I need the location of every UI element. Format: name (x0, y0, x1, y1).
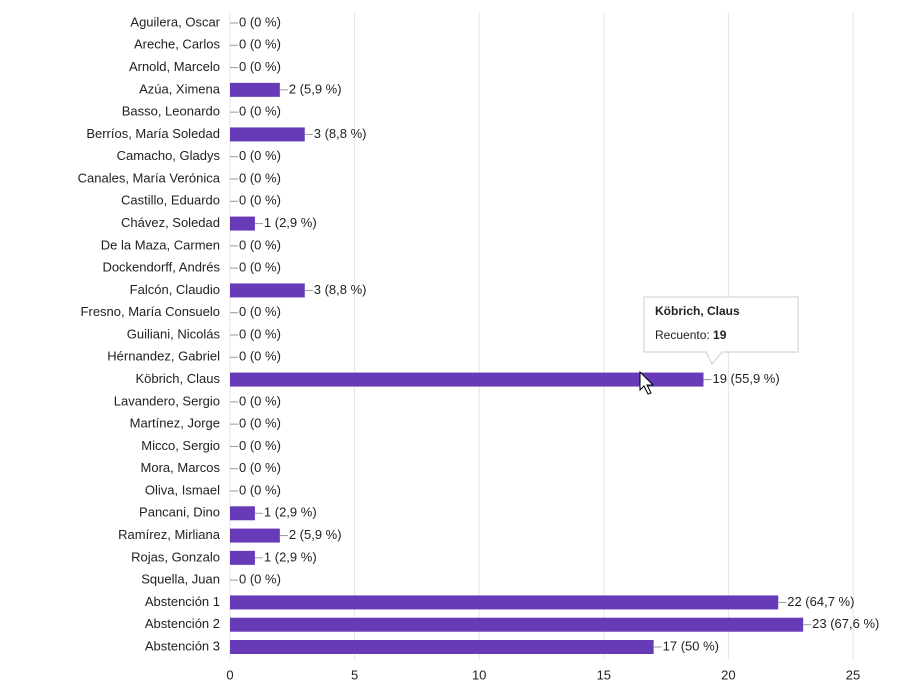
value-label: 0 (0 %) (239, 304, 281, 319)
value-label: 0 (0 %) (239, 416, 281, 431)
value-label: 0 (0 %) (239, 482, 281, 497)
category-label: Hérnandez, Gabriel (107, 349, 220, 364)
value-label: 22 (64,7 %) (787, 594, 854, 609)
category-label: Dockendorff, Andrés (102, 260, 220, 275)
value-label: 23 (67,6 %) (812, 616, 879, 631)
value-label: 0 (0 %) (239, 349, 281, 364)
category-label: De la Maza, Carmen (101, 237, 220, 252)
category-label: Fresno, María Consuelo (81, 304, 220, 319)
category-label: Chávez, Soledad (121, 215, 220, 230)
category-label: Martínez, Jorge (130, 416, 220, 431)
category-label: Berríos, María Soledad (86, 126, 220, 141)
value-label: 0 (0 %) (239, 326, 281, 341)
category-label: Castillo, Eduardo (121, 193, 220, 208)
value-label: 3 (8,8 %) (314, 282, 367, 297)
bar (230, 617, 804, 632)
value-label: 2 (5,9 %) (289, 81, 342, 96)
value-label: 0 (0 %) (239, 260, 281, 275)
bars: Aguilera, Oscar 0 (0 %) Areche, Carlos 0 (0… (78, 14, 879, 654)
category-label: Mora, Marcos (141, 460, 221, 475)
category-label: Oliva, Ismael (145, 482, 220, 497)
value-label: 0 (0 %) (239, 438, 281, 453)
category-label: Squella, Juan (141, 572, 220, 587)
category-label: Arnold, Marcelo (129, 59, 220, 74)
x-tick-label: 20 (721, 667, 735, 682)
bar (230, 506, 255, 521)
x-tick-label: 0 (226, 667, 233, 682)
category-label: Falcón, Claudio (130, 282, 220, 297)
x-tick-label: 15 (597, 667, 611, 682)
x-tick-label: 25 (846, 667, 860, 682)
category-label: Basso, Leonardo (122, 104, 220, 119)
bar (230, 127, 305, 142)
value-label: 0 (0 %) (239, 14, 281, 29)
category-label: Micco, Sergio (141, 438, 220, 453)
bar (230, 640, 654, 654)
value-label: 0 (0 %) (239, 572, 281, 587)
category-label: Camacho, Gladys (117, 148, 221, 163)
value-label: 0 (0 %) (239, 104, 281, 119)
bar (230, 528, 280, 543)
value-label: 17 (50 %) (663, 638, 719, 653)
value-label: 1 (2,9 %) (264, 505, 317, 520)
bar (230, 283, 305, 298)
value-label: 1 (2,9 %) (264, 215, 317, 230)
value-label: 19 (55,9 %) (712, 371, 779, 386)
tooltip-body: Recuento: 19 (655, 328, 727, 342)
tooltip-box (643, 296, 799, 365)
category-label: Lavandero, Sergio (114, 393, 220, 408)
value-label: 0 (0 %) (239, 460, 281, 475)
value-label: 0 (0 %) (239, 170, 281, 185)
category-label: Ramírez, Mirliana (118, 527, 221, 542)
tooltip-title: Köbrich, Claus (655, 304, 740, 318)
value-label: 0 (0 %) (239, 37, 281, 52)
value-label: 0 (0 %) (239, 148, 281, 163)
category-label: Abstención 1 (145, 594, 220, 609)
category-label: Köbrich, Claus (135, 371, 220, 386)
value-label: 0 (0 %) (239, 237, 281, 252)
bar (230, 372, 704, 387)
bar (230, 550, 255, 565)
tooltip-value: 19 (713, 328, 727, 342)
category-label: Abstención 3 (145, 638, 220, 653)
x-tick-label: 10 (472, 667, 486, 682)
category-label: Pancani, Dino (139, 505, 220, 520)
tooltip-label: Recuento: (655, 328, 710, 342)
value-label: 0 (0 %) (239, 193, 281, 208)
value-label: 1 (2,9 %) (264, 549, 317, 564)
cursor (639, 370, 655, 395)
category-label: Areche, Carlos (134, 37, 220, 52)
category-label: Aguilera, Oscar (130, 14, 220, 29)
bar (230, 216, 255, 231)
value-label: 2 (5,9 %) (289, 527, 342, 542)
x-tick-label: 5 (351, 667, 358, 682)
value-label: 3 (8,8 %) (314, 126, 367, 141)
value-label: 0 (0 %) (239, 393, 281, 408)
category-label: Canales, María Verónica (78, 170, 221, 185)
category-label: Guiliani, Nicolás (127, 326, 221, 341)
category-label: Azúa, Ximena (139, 81, 221, 96)
bar (230, 82, 280, 97)
tooltip: Köbrich, Claus Recuento: 19 (643, 296, 799, 365)
bar (230, 595, 779, 610)
value-label: 0 (0 %) (239, 59, 281, 74)
category-label: Abstención 2 (145, 616, 220, 631)
category-label: Rojas, Gonzalo (131, 549, 220, 564)
